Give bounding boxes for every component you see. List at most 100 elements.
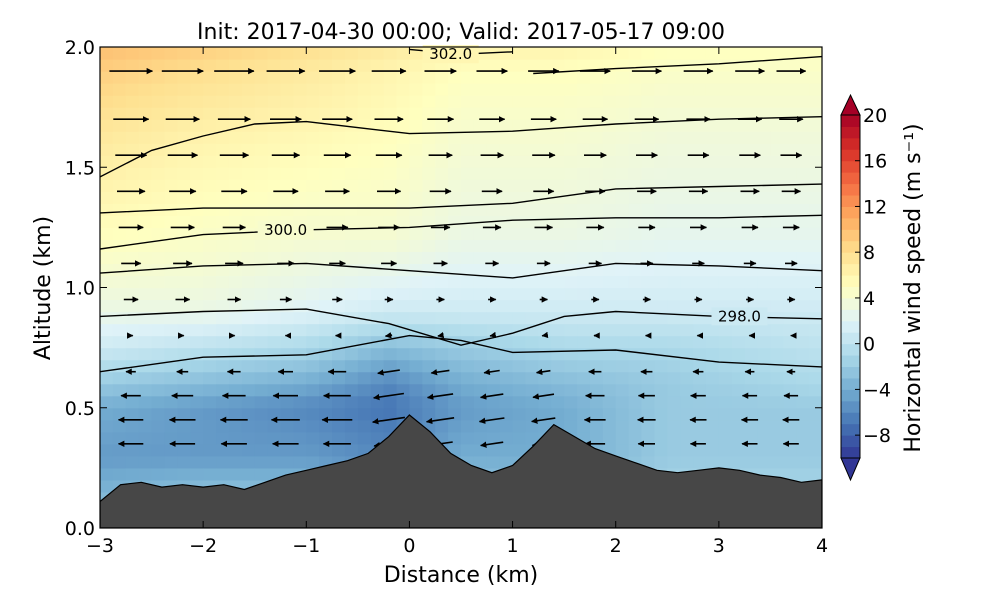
wind-speed-cell — [693, 143, 706, 156]
wind-speed-cell — [770, 227, 783, 240]
wind-speed-cell — [293, 191, 306, 204]
wind-speed-cell — [487, 83, 500, 96]
wind-speed-cell — [306, 71, 319, 84]
wind-speed-cell — [642, 119, 655, 132]
wind-speed-cell — [719, 95, 732, 108]
wind-speed-cell — [384, 83, 397, 96]
wind-speed-cell — [474, 360, 487, 373]
wind-speed-cell — [783, 119, 796, 132]
wind-speed-cell — [680, 107, 693, 120]
wind-speed-cell — [164, 71, 177, 84]
wind-speed-cell — [152, 119, 165, 132]
wind-speed-cell — [332, 432, 345, 445]
wind-speed-cell — [654, 396, 667, 409]
wind-speed-cell — [577, 203, 590, 216]
wind-speed-cell — [654, 288, 667, 301]
wind-speed-cell — [564, 288, 577, 301]
wind-speed-cell — [525, 251, 538, 264]
wind-speed-cell — [770, 336, 783, 349]
wind-speed-cell — [603, 300, 616, 313]
wind-speed-cell — [177, 324, 190, 337]
wind-speed-cell — [384, 167, 397, 180]
wind-speed-cell — [164, 263, 177, 276]
wind-speed-cell — [680, 167, 693, 180]
wind-speed-cell — [461, 155, 474, 168]
wind-speed-cell — [100, 372, 113, 385]
wind-speed-cell — [616, 83, 629, 96]
wind-speed-cell — [319, 203, 332, 216]
wind-speed-cell — [758, 71, 771, 84]
wind-speed-cell — [242, 360, 255, 373]
wind-speed-cell — [177, 167, 190, 180]
wind-speed-cell — [306, 408, 319, 421]
wind-speed-cell — [719, 444, 732, 457]
wind-speed-cell — [177, 372, 190, 385]
wind-speed-cell — [293, 59, 306, 72]
wind-speed-cell — [242, 432, 255, 445]
wind-speed-cell — [616, 396, 629, 409]
wind-speed-cell — [680, 203, 693, 216]
wind-speed-cell — [693, 360, 706, 373]
wind-speed-cell — [590, 396, 603, 409]
wind-speed-cell — [448, 71, 461, 84]
wind-speed-cell — [525, 408, 538, 421]
wind-speed-cell — [306, 203, 319, 216]
wind-speed-cell — [732, 372, 745, 385]
wind-speed-cell — [126, 408, 139, 421]
wind-speed-cell — [422, 239, 435, 252]
wind-speed-cell — [809, 288, 822, 301]
wind-speed-cell — [654, 384, 667, 397]
wind-speed-cell — [319, 432, 332, 445]
wind-speed-cell — [745, 324, 758, 337]
wind-speed-cell — [590, 408, 603, 421]
wind-speed-cell — [242, 396, 255, 409]
wind-speed-cell — [113, 384, 126, 397]
wind-speed-cell — [538, 179, 551, 192]
wind-speed-cell — [577, 372, 590, 385]
wind-speed-cell — [693, 432, 706, 445]
wind-speed-cell — [293, 348, 306, 361]
wind-speed-cell — [642, 432, 655, 445]
wind-speed-cell — [358, 143, 371, 156]
wind-speed-cell — [371, 348, 384, 361]
wind-speed-cell — [448, 360, 461, 373]
wind-speed-cell — [577, 71, 590, 84]
wind-speed-cell — [551, 251, 564, 264]
wind-speed-cell — [461, 143, 474, 156]
wind-speed-cell — [203, 336, 216, 349]
wind-speed-cell — [268, 348, 281, 361]
wind-speed-cell — [667, 324, 680, 337]
wind-speed-cell — [474, 288, 487, 301]
wind-speed-cell — [100, 227, 113, 240]
wind-speed-cell — [255, 408, 268, 421]
wind-speed-cell — [139, 131, 152, 144]
wind-speed-cell — [100, 275, 113, 288]
colorbar-segment — [841, 241, 860, 253]
wind-speed-cell — [538, 251, 551, 264]
wind-speed-cell — [474, 444, 487, 457]
wind-speed-cell — [745, 372, 758, 385]
wind-speed-cell — [100, 312, 113, 325]
wind-speed-cell — [629, 408, 642, 421]
wind-speed-cell — [332, 167, 345, 180]
wind-speed-cell — [538, 288, 551, 301]
wind-speed-cell — [190, 59, 203, 72]
wind-speed-cell — [177, 263, 190, 276]
wind-speed-cell — [126, 191, 139, 204]
wind-speed-cell — [293, 263, 306, 276]
wind-speed-cell — [758, 203, 771, 216]
wind-speed-cell — [177, 155, 190, 168]
colorbar-segment — [841, 412, 860, 424]
wind-speed-cell — [100, 215, 113, 228]
wind-speed-cell — [409, 288, 422, 301]
wind-speed-cell — [229, 251, 242, 264]
wind-speed-cell — [409, 143, 422, 156]
wind-speed-cell — [706, 444, 719, 457]
wind-speed-cell — [113, 251, 126, 264]
wind-speed-cell — [719, 227, 732, 240]
wind-speed-cell — [500, 167, 513, 180]
wind-speed-cell — [654, 432, 667, 445]
wind-speed-cell — [100, 191, 113, 204]
wind-speed-cell — [448, 312, 461, 325]
wind-speed-cell — [667, 239, 680, 252]
